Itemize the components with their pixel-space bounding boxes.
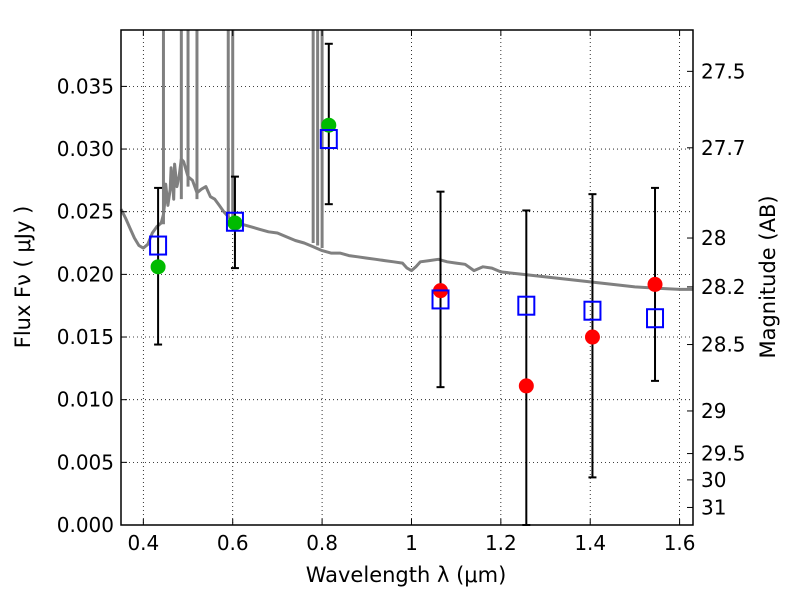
grid-lines bbox=[121, 30, 693, 526]
y2-tick-label: 27.7 bbox=[701, 136, 746, 160]
x-tick-label: 0.8 bbox=[306, 531, 338, 555]
x-tick-label: 1.6 bbox=[664, 531, 696, 555]
green-data-point bbox=[227, 215, 243, 231]
green-data-point bbox=[321, 117, 337, 133]
y-tick-label: 0.030 bbox=[57, 137, 114, 161]
plot-frame bbox=[120, 29, 694, 526]
y2-tick-label: 31 bbox=[701, 495, 726, 519]
model-square-point bbox=[431, 289, 450, 310]
model-square-point bbox=[646, 308, 665, 329]
y-tick-label: 0.000 bbox=[57, 513, 114, 537]
x-tick-label: 1.4 bbox=[574, 531, 606, 555]
x-axis-title: Wavelength λ (μm) bbox=[306, 563, 507, 587]
y-tick-label: 0.025 bbox=[57, 200, 114, 224]
y-tick-label: 0.020 bbox=[57, 262, 114, 286]
model-square-point bbox=[583, 300, 602, 321]
y2-tick-label: 29 bbox=[701, 399, 726, 423]
y-axis-title: Flux Fν ( μJy ) bbox=[11, 206, 35, 349]
axes: 0.4 0.6 0.8 1 1.2 1.4 1.6 0.000 0.005 0.010 0.015 0… bbox=[57, 29, 746, 555]
y-tick-label: 0.010 bbox=[57, 388, 114, 412]
model-square-point bbox=[517, 295, 536, 316]
x-tick-label: 1 bbox=[405, 531, 418, 555]
y-tick-label: 0.005 bbox=[57, 450, 114, 474]
model-spectrum-layer bbox=[119, 30, 693, 291]
x-tick-label: 1.2 bbox=[485, 531, 517, 555]
x-tick-label: 0.6 bbox=[217, 531, 249, 555]
y2-tick-label: 28.5 bbox=[701, 333, 746, 357]
error-bars-layer bbox=[154, 42, 660, 526]
model-square-point bbox=[149, 235, 168, 256]
y2-tick-label: 30 bbox=[701, 468, 726, 492]
x-tick-label: 0.4 bbox=[127, 531, 159, 555]
y2-tick-label: 28 bbox=[701, 226, 726, 250]
y2-tick-label: 29.5 bbox=[701, 442, 746, 466]
green-data-point bbox=[150, 259, 166, 275]
y2-tick-label: 28.2 bbox=[701, 275, 746, 299]
y-tick-label: 0.035 bbox=[57, 74, 114, 98]
data-points-layer bbox=[149, 117, 665, 394]
y-tick-label: 0.015 bbox=[57, 325, 114, 349]
red-data-point bbox=[584, 329, 600, 345]
model-square-point bbox=[319, 129, 338, 150]
model-spectrum-line bbox=[119, 157, 693, 291]
y2-tick-label: 27.5 bbox=[701, 59, 746, 83]
red-data-point bbox=[647, 276, 663, 292]
y2-axis-title: Magnitude (AB) bbox=[756, 195, 780, 358]
red-data-point bbox=[518, 378, 534, 394]
model-square-point bbox=[225, 211, 244, 232]
